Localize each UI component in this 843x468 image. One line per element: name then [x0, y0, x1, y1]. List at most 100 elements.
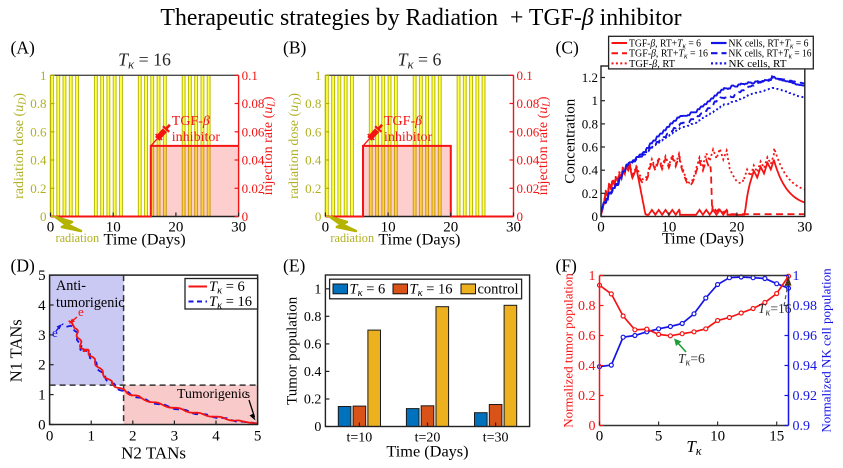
svg-text:30: 30 — [231, 220, 246, 236]
svg-text:0.4: 0.4 — [582, 163, 599, 178]
svg-text:control: control — [478, 282, 519, 298]
svg-text:NK cells, RT: NK cells, RT — [729, 58, 787, 70]
svg-text:tumorigenic: tumorigenic — [56, 295, 125, 311]
svg-text:0: 0 — [597, 220, 605, 236]
svg-text:0.6: 0.6 — [30, 124, 47, 139]
svg-text:30: 30 — [797, 220, 812, 236]
svg-text:e: e — [78, 304, 84, 319]
svg-text:radiation dose (uD): radiation dose (uD) — [12, 93, 29, 199]
svg-text:0.6: 0.6 — [578, 329, 596, 344]
svg-text:3: 3 — [38, 328, 46, 344]
svg-text:0.8: 0.8 — [304, 310, 322, 325]
svg-text:0.08: 0.08 — [242, 96, 265, 111]
svg-text:0: 0 — [47, 220, 55, 236]
svg-text:0: 0 — [322, 220, 330, 236]
svg-text:0: 0 — [40, 209, 47, 224]
svg-text:30: 30 — [506, 220, 521, 236]
svg-text:4: 4 — [38, 298, 46, 314]
svg-text:NK cells, RT+Tκ = 6: NK cells, RT+Tκ = 6 — [729, 37, 809, 50]
svg-text:5: 5 — [254, 429, 262, 445]
svg-text:Anti-: Anti- — [56, 278, 86, 294]
svg-text:1: 1 — [589, 269, 596, 284]
svg-text:0: 0 — [596, 429, 604, 445]
svg-text:0.2: 0.2 — [30, 181, 46, 196]
svg-text:0.4: 0.4 — [30, 153, 47, 168]
svg-text:1: 1 — [38, 388, 46, 404]
svg-text:Tκ=6: Tκ=6 — [678, 351, 705, 368]
svg-text:(B): (B) — [283, 38, 307, 58]
svg-text:Normalized tumor population: Normalized tumor population — [561, 273, 576, 428]
svg-text:e: e — [52, 325, 58, 340]
svg-text:0.92: 0.92 — [793, 389, 818, 404]
svg-text:(D): (D) — [11, 256, 35, 276]
svg-text:radiation: radiation — [56, 231, 100, 245]
svg-text:radiation: radiation — [330, 231, 374, 245]
svg-text:t=30: t=30 — [483, 431, 509, 446]
svg-text:0.96: 0.96 — [793, 329, 818, 344]
svg-text:0.98: 0.98 — [793, 299, 818, 314]
svg-text:0: 0 — [314, 420, 321, 435]
svg-text:0.2: 0.2 — [582, 186, 598, 201]
svg-text:Normalized NK cell population: Normalized NK cell population — [819, 268, 834, 433]
svg-text:1: 1 — [315, 68, 322, 83]
svg-text:Tκ = 6: Tκ = 6 — [398, 50, 442, 72]
svg-text:1: 1 — [40, 68, 47, 83]
svg-text:Tumorigenic: Tumorigenic — [177, 386, 248, 401]
svg-text:Concentration: Concentration — [563, 98, 579, 183]
svg-text:1: 1 — [87, 429, 95, 445]
svg-text:1.2: 1.2 — [582, 70, 598, 85]
svg-text:0: 0 — [242, 209, 249, 224]
svg-text:10: 10 — [710, 429, 725, 445]
svg-text:0.06: 0.06 — [517, 124, 540, 139]
svg-text:Time (Days): Time (Days) — [378, 230, 460, 249]
svg-text:0.04: 0.04 — [242, 153, 265, 168]
svg-text:0.04: 0.04 — [517, 153, 540, 168]
svg-text:N1 TANs: N1 TANs — [7, 319, 26, 382]
svg-text:5: 5 — [38, 268, 46, 284]
svg-text:0.4: 0.4 — [304, 365, 322, 380]
svg-text:10: 10 — [381, 220, 396, 236]
svg-text:10: 10 — [661, 220, 676, 236]
svg-text:0.02: 0.02 — [242, 181, 265, 196]
svg-text:Therapeutic strategies by Radi: Therapeutic strategies by Radiation + TG… — [160, 5, 681, 31]
svg-text:Time (Days): Time (Days) — [386, 442, 468, 461]
svg-text:0.1: 0.1 — [242, 68, 258, 83]
svg-text:0.2: 0.2 — [578, 389, 596, 404]
svg-text:2: 2 — [38, 358, 46, 374]
svg-text:0.8: 0.8 — [305, 96, 321, 111]
svg-text:TGF-β, RT+Tκ = 6: TGF-β, RT+Tκ = 6 — [629, 37, 701, 50]
svg-text:4: 4 — [212, 429, 220, 445]
svg-text:5: 5 — [655, 429, 663, 445]
svg-text:inhibitor: inhibitor — [384, 130, 433, 145]
svg-text:inhibitor: inhibitor — [172, 130, 221, 145]
svg-text:0.94: 0.94 — [793, 359, 818, 374]
svg-text:10: 10 — [106, 220, 121, 236]
svg-text:Tκ = 6: Tκ = 6 — [350, 282, 386, 300]
svg-text:0.6: 0.6 — [582, 140, 599, 155]
svg-text:s: s — [245, 386, 250, 401]
svg-text:0.4: 0.4 — [305, 153, 322, 168]
svg-text:t=20: t=20 — [415, 431, 441, 446]
svg-text:0: 0 — [517, 209, 524, 224]
svg-text:0.8: 0.8 — [582, 116, 598, 131]
svg-text:N2 TANs: N2 TANs — [121, 444, 186, 463]
svg-text:Tκ=16: Tκ=16 — [758, 301, 792, 318]
svg-text:Tκ = 6: Tκ = 6 — [209, 279, 245, 297]
svg-text:0: 0 — [592, 209, 599, 224]
svg-text:0.8: 0.8 — [578, 299, 596, 314]
svg-text:0.2: 0.2 — [305, 181, 321, 196]
svg-text:Tumor population: Tumor population — [284, 296, 300, 405]
svg-text:0.2: 0.2 — [304, 393, 322, 408]
svg-text:t=10: t=10 — [347, 431, 373, 446]
svg-text:0.02: 0.02 — [517, 181, 540, 196]
svg-text:Tκ = 16: Tκ = 16 — [410, 282, 453, 300]
svg-text:1: 1 — [793, 269, 800, 284]
svg-text:0: 0 — [46, 429, 54, 445]
svg-text:(A): (A) — [11, 38, 35, 58]
svg-text:TGF-β, RT: TGF-β, RT — [629, 58, 675, 70]
svg-text:Tκ = 16: Tκ = 16 — [118, 50, 171, 72]
svg-text:0: 0 — [38, 418, 46, 434]
svg-text:radiation dose (uD): radiation dose (uD) — [287, 93, 304, 199]
svg-text:0.06: 0.06 — [242, 124, 265, 139]
svg-text:0.4: 0.4 — [578, 359, 596, 374]
